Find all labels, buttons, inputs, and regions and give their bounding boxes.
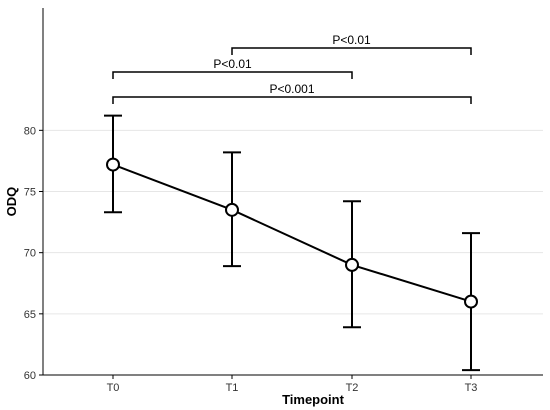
x-axis-title: Timepoint (282, 392, 345, 407)
significance-bracket: P<0.01 (231, 33, 472, 55)
significance-bracket: P<0.001 (112, 82, 472, 104)
y-tick-label: 65 (24, 309, 36, 321)
data-point (106, 157, 120, 172)
data-point (345, 257, 359, 272)
significance-label: P<0.01 (213, 57, 252, 71)
x-tick-label: T3 (465, 382, 478, 394)
data-point (464, 294, 478, 309)
x-tick-label: T0 (107, 382, 120, 394)
x-tick-label: T1 (226, 382, 239, 394)
y-tick-label: 60 (24, 370, 36, 382)
series-group (104, 114, 480, 372)
bracket-line (231, 47, 472, 55)
y-axis-ticks: 60 65 70 75 80 (24, 125, 43, 382)
series-line (112, 163, 472, 303)
y-tick-label: 75 (24, 187, 36, 199)
significance-label: P<0.01 (332, 33, 371, 47)
y-tick-label: 80 (24, 125, 36, 137)
y-axis-title: ODQ (4, 187, 19, 217)
y-tick-label: 70 (24, 248, 36, 260)
series (104, 114, 480, 372)
bracket-line (112, 71, 353, 79)
significance-bracket: P<0.01 (112, 57, 353, 79)
significance-brackets: P<0.01 P<0.01 P<0.001 (112, 33, 472, 104)
data-point (225, 202, 239, 217)
x-tick-label: T2 (346, 382, 359, 394)
bracket-line (112, 96, 472, 104)
significance-label: P<0.001 (269, 82, 314, 96)
x-axis-ticks: T0 T1 T2 T3 (107, 375, 478, 394)
